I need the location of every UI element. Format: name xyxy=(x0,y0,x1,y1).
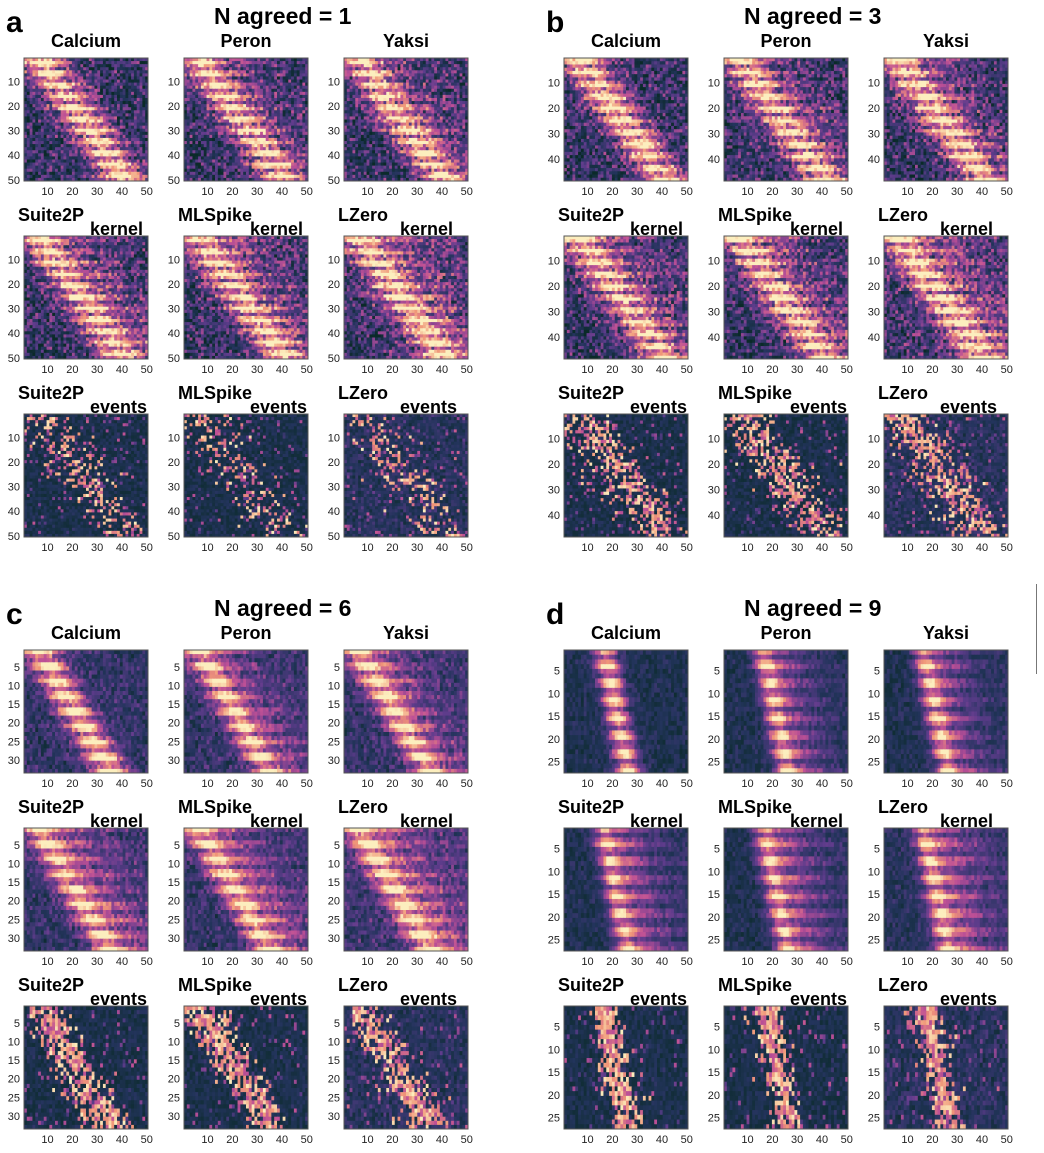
x-tick-label: 20 xyxy=(226,186,238,198)
y-tick-label: 10 xyxy=(8,76,20,88)
x-tick-label: 30 xyxy=(251,186,263,198)
x-tick-label: 40 xyxy=(276,186,288,198)
y-tick-label: 40 xyxy=(168,150,180,162)
y-tick-label: 30 xyxy=(8,126,20,138)
x-tick-label: 10 xyxy=(41,186,53,198)
y-tick-label: 20 xyxy=(168,101,180,113)
x-tick-label: 30 xyxy=(91,186,103,198)
heatmap-svg: 10 20 30 40 50 10 20 30 40 50 xyxy=(0,30,160,205)
y-tick-label: 30 xyxy=(168,126,180,138)
x-tick-label: 50 xyxy=(301,186,313,198)
x-tick-label: 40 xyxy=(116,186,128,198)
y-tick-label: 10 xyxy=(168,76,180,88)
y-tick-label: 20 xyxy=(8,101,20,113)
x-tick-label: 50 xyxy=(141,186,153,198)
x-tick-label: 10 xyxy=(201,186,213,198)
x-tick-label: 20 xyxy=(66,186,78,198)
y-tick-label: 40 xyxy=(8,150,20,162)
heatmap-svg: 10 20 30 40 50 10 20 30 40 50 xyxy=(160,30,320,205)
y-tick-label: 50 xyxy=(8,175,20,187)
y-tick-label: 50 xyxy=(168,175,180,187)
panel-title: N agreed = 1 xyxy=(214,5,514,28)
